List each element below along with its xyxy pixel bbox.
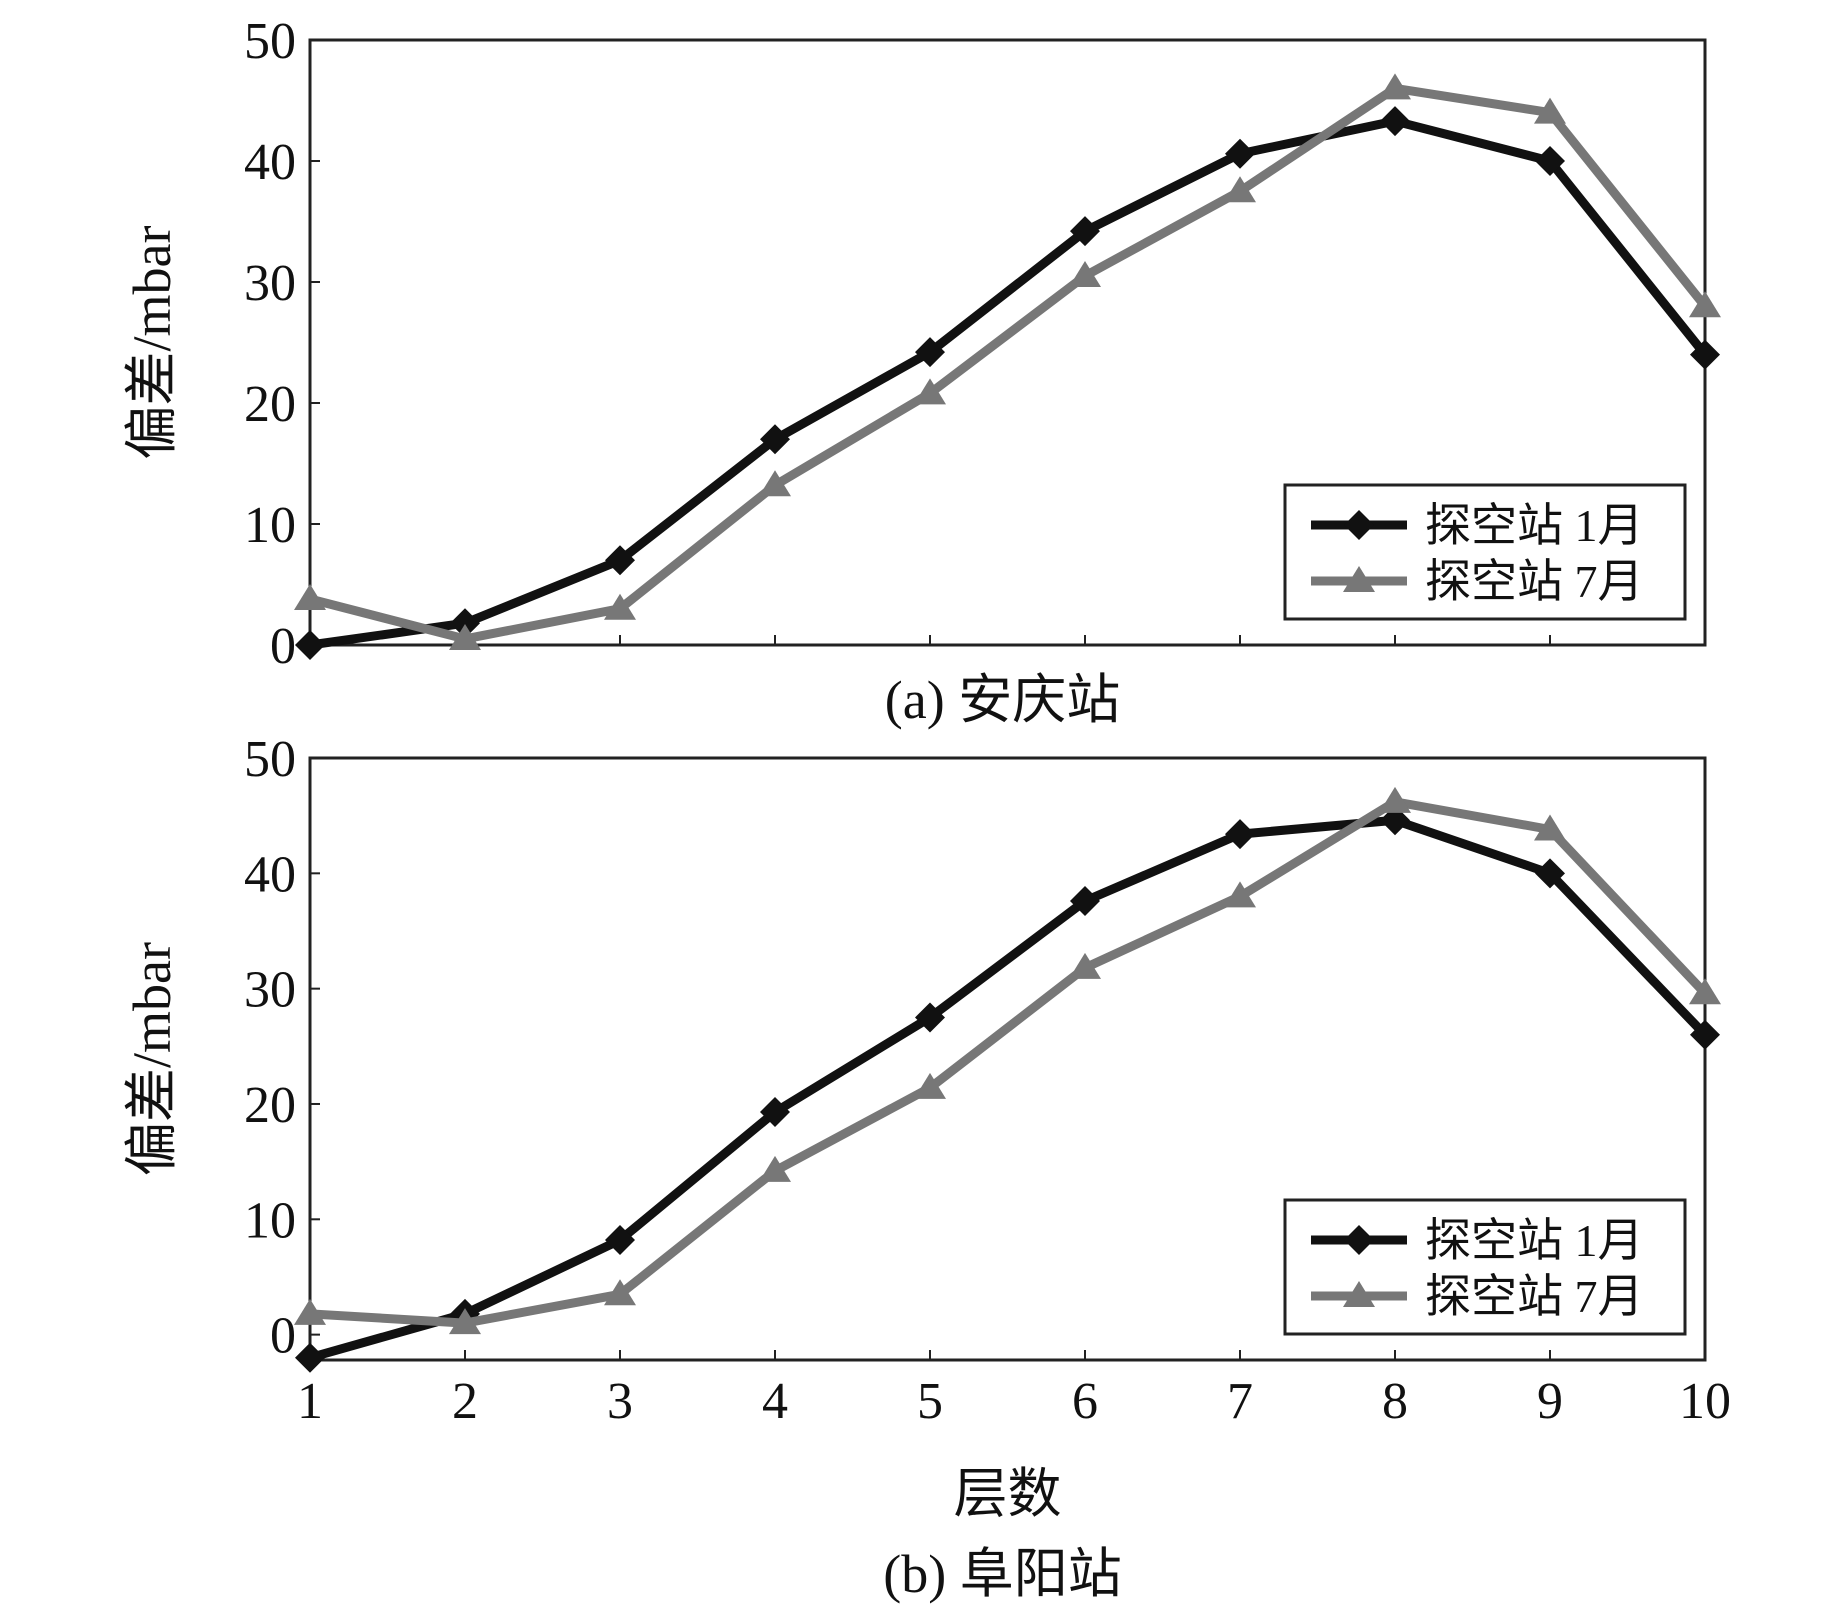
data-point-diamond (1070, 886, 1100, 917)
data-point-triangle (604, 1279, 636, 1306)
data-point-triangle (1689, 978, 1721, 1005)
legend-label: 探空站 7月 (1425, 1271, 1644, 1322)
x-axis-label: 层数 (954, 1464, 1062, 1524)
legend-marker-diamond (1344, 510, 1374, 540)
data-point-diamond (1535, 858, 1565, 889)
data-point-diamond (760, 424, 790, 455)
data-point-triangle (1379, 786, 1411, 813)
y-tick-label: 30 (244, 255, 296, 312)
data-point-diamond (1070, 216, 1100, 247)
data-point-triangle (294, 1298, 326, 1325)
y-tick-label: 40 (244, 134, 296, 191)
series-line-2 (305, 83, 1710, 644)
data-point-triangle (1534, 814, 1566, 841)
data-point-triangle (294, 584, 326, 611)
y-tick-label: 20 (244, 1077, 296, 1134)
data-point-diamond (295, 1342, 325, 1373)
x-tick-label: 3 (607, 1373, 633, 1430)
y-tick-label: 30 (244, 962, 296, 1019)
data-point-diamond (760, 1097, 790, 1128)
y-tick-label: 40 (244, 846, 296, 903)
legend-box (1283, 483, 1687, 621)
data-point-diamond (1225, 138, 1255, 169)
data-point-triangle (914, 1072, 946, 1099)
data-point-diamond (605, 545, 635, 576)
data-point-triangle (1689, 291, 1721, 318)
data-point-diamond (1690, 1019, 1720, 1050)
data-point-triangle (759, 470, 791, 497)
x-tick-label: 9 (1537, 1373, 1563, 1430)
legend-marker-diamond (1344, 1225, 1374, 1255)
panel-caption: (a) 安庆站 (885, 670, 1120, 730)
data-point-triangle (449, 1308, 481, 1335)
data-point-triangle (1534, 97, 1566, 124)
data-point-diamond (1380, 106, 1410, 137)
legend-label: 探空站 7月 (1425, 556, 1644, 607)
legend-box (1283, 1198, 1687, 1336)
data-point-diamond (1535, 146, 1565, 176)
legend-label: 探空站 1月 (1425, 500, 1644, 551)
data-point-triangle (604, 593, 636, 620)
x-tick-label: 5 (917, 1373, 943, 1430)
series-line-2 (305, 797, 1710, 1328)
series-line-1 (305, 116, 1710, 650)
data-point-diamond (915, 1002, 945, 1033)
data-point-diamond (605, 1225, 635, 1256)
y-tick-label: 10 (244, 497, 296, 554)
legend-marker-triangle (1343, 1281, 1375, 1307)
x-tick-label: 7 (1227, 1373, 1253, 1430)
data-point-triangle (1224, 176, 1256, 203)
data-point-diamond (450, 608, 480, 639)
panel-fuyang: 0 10 20 30 40 50 1 2 3 4 5 6 7 8 9 10 偏差/mbar 层数 探空站 1月探空站… (122, 731, 1731, 1604)
data-point-triangle (1069, 260, 1101, 287)
x-tick-label: 10 (1679, 1373, 1731, 1430)
y-axis-label: 偏差/mbar (122, 942, 182, 1176)
data-point-diamond (1225, 819, 1255, 850)
data-point-diamond (1690, 339, 1720, 370)
panel-caption: (b) 阜阳站 (883, 1544, 1121, 1604)
x-tick-label: 2 (452, 1373, 478, 1430)
data-point-triangle (449, 623, 481, 650)
y-tick-label: 50 (244, 13, 296, 70)
data-point-triangle (1224, 881, 1256, 908)
x-tick-label: 1 (297, 1373, 323, 1430)
y-tick-label: 0 (270, 1308, 296, 1365)
series-line-1 (305, 815, 1710, 1363)
x-tick-label: 8 (1382, 1373, 1408, 1430)
data-point-triangle (914, 378, 946, 405)
legend-label: 探空站 1月 (1425, 1215, 1644, 1266)
y-tick-label: 50 (244, 731, 296, 788)
x-tick-label: 4 (762, 1373, 788, 1430)
y-tick-label: 10 (244, 1192, 296, 1249)
data-point-triangle (1069, 952, 1101, 979)
y-axis-label: 偏差/mbar (122, 226, 182, 460)
legend-marker-triangle (1343, 566, 1375, 592)
x-tick-label: 6 (1072, 1373, 1098, 1430)
data-point-diamond (915, 337, 945, 368)
data-point-triangle (1379, 73, 1411, 100)
data-point-diamond (295, 630, 325, 660)
data-point-triangle (759, 1155, 791, 1182)
y-tick-label: 0 (270, 618, 296, 675)
y-tick-label: 20 (244, 376, 296, 433)
